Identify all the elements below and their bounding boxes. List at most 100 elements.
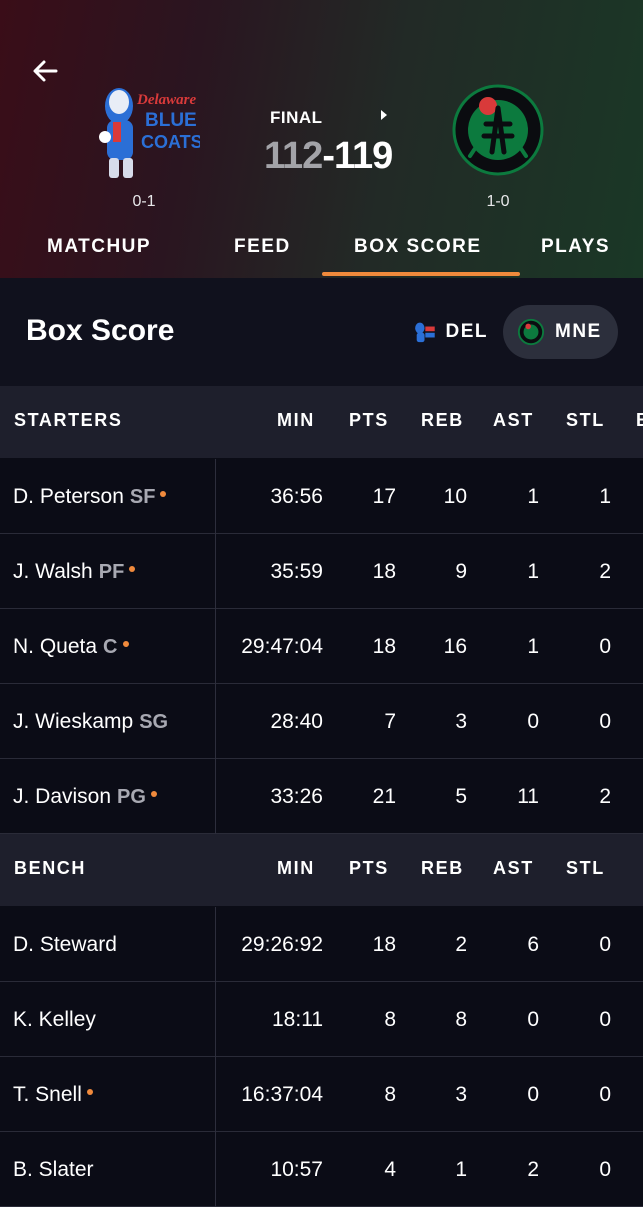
player-name-cell[interactable]: N. Queta C xyxy=(0,609,216,684)
col-reb[interactable]: REB xyxy=(421,858,464,878)
stat-pts: 18 xyxy=(372,933,396,956)
col-pts[interactable]: PTS xyxy=(349,858,389,878)
player-name-cell[interactable]: K. Kelley xyxy=(0,982,216,1057)
player-name[interactable]: D. Peterson SF xyxy=(13,485,167,509)
stat-stl: 0 xyxy=(599,635,611,658)
bench-header: BENCH MIN PTS REB AST STL xyxy=(0,834,643,906)
on-court-indicator xyxy=(86,1089,93,1096)
team-toggle-del[interactable]: DEL xyxy=(398,305,502,359)
on-court-indicator xyxy=(129,566,136,573)
stat-min: 18:11 xyxy=(272,1008,323,1031)
player-name-cell[interactable]: D. Peterson SF xyxy=(0,459,216,534)
svg-text:Delaware: Delaware xyxy=(136,92,197,108)
col-stl[interactable]: STL xyxy=(566,858,605,878)
stat-min: 33:26 xyxy=(270,785,323,808)
col-reb[interactable]: REB xyxy=(421,410,464,430)
player-row[interactable]: B. Slater 10:57 4 1 2 0 xyxy=(0,1132,643,1207)
player-row[interactable]: N. Queta C 29:47:04 18 16 1 0 xyxy=(0,609,643,684)
stat-stl: 0 xyxy=(599,1083,611,1106)
player-name[interactable]: B. Slater xyxy=(13,1158,94,1182)
tab-plays[interactable]: PLAYS xyxy=(541,236,611,257)
col-blk[interactable]: B xyxy=(636,410,643,431)
player-row[interactable]: J. Wieskamp SG 28:40 7 3 0 0 xyxy=(0,684,643,759)
away-team-logo[interactable] xyxy=(448,84,548,176)
stat-min: 28:40 xyxy=(270,710,323,733)
player-name-cell[interactable]: B. Slater xyxy=(0,1132,216,1207)
col-pts[interactable]: PTS xyxy=(349,410,389,430)
player-name[interactable]: N. Queta C xyxy=(13,635,129,659)
bench-label: BENCH xyxy=(14,858,87,878)
team-toggle-mne[interactable]: MNE xyxy=(503,305,618,359)
stat-min: 29:47:04 xyxy=(241,635,323,658)
col-min[interactable]: MIN xyxy=(277,858,315,878)
player-name[interactable]: J. Walsh PF xyxy=(13,560,136,584)
stat-reb: 5 xyxy=(455,785,467,808)
stat-pts: 18 xyxy=(372,560,396,583)
box-score-title-bar: Box Score DEL MNE xyxy=(0,278,643,386)
player-row[interactable]: K. Kelley 18:11 8 8 0 0 xyxy=(0,982,643,1057)
stat-pts: 17 xyxy=(372,485,396,508)
stat-stl: 2 xyxy=(599,560,611,583)
player-row[interactable]: T. Snell 16:37:04 8 3 0 0 xyxy=(0,1057,643,1132)
stat-ast: 6 xyxy=(527,933,539,956)
tab-feed[interactable]: FEED xyxy=(234,236,291,257)
stat-reb: 10 xyxy=(443,485,467,508)
player-name-cell[interactable]: J. Davison PG xyxy=(0,759,216,834)
player-name-text: K. Kelley xyxy=(13,1008,96,1031)
stat-reb: 9 xyxy=(455,560,467,583)
tab-matchup[interactable]: MATCHUP xyxy=(47,236,152,257)
player-position: SF xyxy=(129,486,156,508)
home-team-logo[interactable]: Delaware BLUE COATS xyxy=(95,82,203,180)
player-name[interactable]: T. Snell xyxy=(13,1083,93,1107)
svg-text:COATS: COATS xyxy=(141,132,200,152)
stat-stl: 0 xyxy=(599,710,611,733)
stat-min: 29:26:92 xyxy=(241,933,323,956)
maine-celtics-logo-icon xyxy=(452,84,544,176)
stat-ast: 11 xyxy=(517,785,539,808)
game-score: 112-119 xyxy=(264,135,393,178)
player-name-text: N. Queta xyxy=(13,635,98,658)
maine-mini-logo-icon xyxy=(517,318,545,346)
player-row[interactable]: D. Peterson SF 36:56 17 10 1 1 xyxy=(0,459,643,534)
player-name[interactable]: D. Steward xyxy=(13,933,117,957)
player-row[interactable]: J. Walsh PF 35:59 18 9 1 2 xyxy=(0,534,643,609)
stat-stl: 0 xyxy=(599,933,611,956)
stat-stl: 2 xyxy=(599,785,611,808)
starters-label: STARTERS xyxy=(14,410,123,430)
player-name[interactable]: J. Davison PG xyxy=(13,785,157,809)
player-name-text: D. Peterson xyxy=(13,485,124,508)
tab-box-score[interactable]: BOX SCORE xyxy=(354,236,482,257)
player-row[interactable]: J. Davison PG 33:26 21 5 11 2 xyxy=(0,759,643,834)
col-stl[interactable]: STL xyxy=(566,410,605,430)
game-tabs: MATCHUP FEED BOX SCORE PLAYS xyxy=(0,230,643,278)
player-position: PG xyxy=(117,786,146,808)
player-row[interactable]: D. Steward 29:26:92 18 2 6 0 xyxy=(0,907,643,982)
away-team-record: 1-0 xyxy=(486,193,510,210)
player-name-cell[interactable]: D. Steward xyxy=(0,907,216,982)
col-ast[interactable]: AST xyxy=(493,410,534,430)
back-button[interactable] xyxy=(30,56,74,96)
col-min[interactable]: MIN xyxy=(277,410,315,430)
stat-min: 10:57 xyxy=(270,1158,323,1181)
player-name[interactable]: J. Wieskamp SG xyxy=(13,710,168,734)
back-arrow-icon xyxy=(33,60,58,82)
game-header: Delaware BLUE COATS 0-1 FINAL 112-119 1-… xyxy=(0,0,643,278)
player-name[interactable]: K. Kelley xyxy=(13,1008,96,1032)
stat-reb: 1 xyxy=(455,1158,467,1181)
player-name-cell[interactable]: T. Snell xyxy=(0,1057,216,1132)
stat-ast: 1 xyxy=(527,560,539,583)
stat-ast: 0 xyxy=(527,1008,539,1031)
col-ast[interactable]: AST xyxy=(493,858,534,878)
player-name-cell[interactable]: J. Wieskamp SG xyxy=(0,684,216,759)
delaware-blue-coats-logo-icon: Delaware BLUE COATS xyxy=(99,88,203,178)
stat-reb: 3 xyxy=(455,710,467,733)
stat-pts: 8 xyxy=(384,1083,396,1106)
stat-pts: 21 xyxy=(372,785,396,808)
stat-ast: 0 xyxy=(527,710,539,733)
player-name-text: T. Snell xyxy=(13,1083,82,1106)
player-name-cell[interactable]: J. Walsh PF xyxy=(0,534,216,609)
player-position: PF xyxy=(98,561,125,583)
stat-stl: 0 xyxy=(599,1008,611,1031)
page-title: Box Score xyxy=(26,314,175,347)
home-team-record: 0-1 xyxy=(132,193,156,210)
